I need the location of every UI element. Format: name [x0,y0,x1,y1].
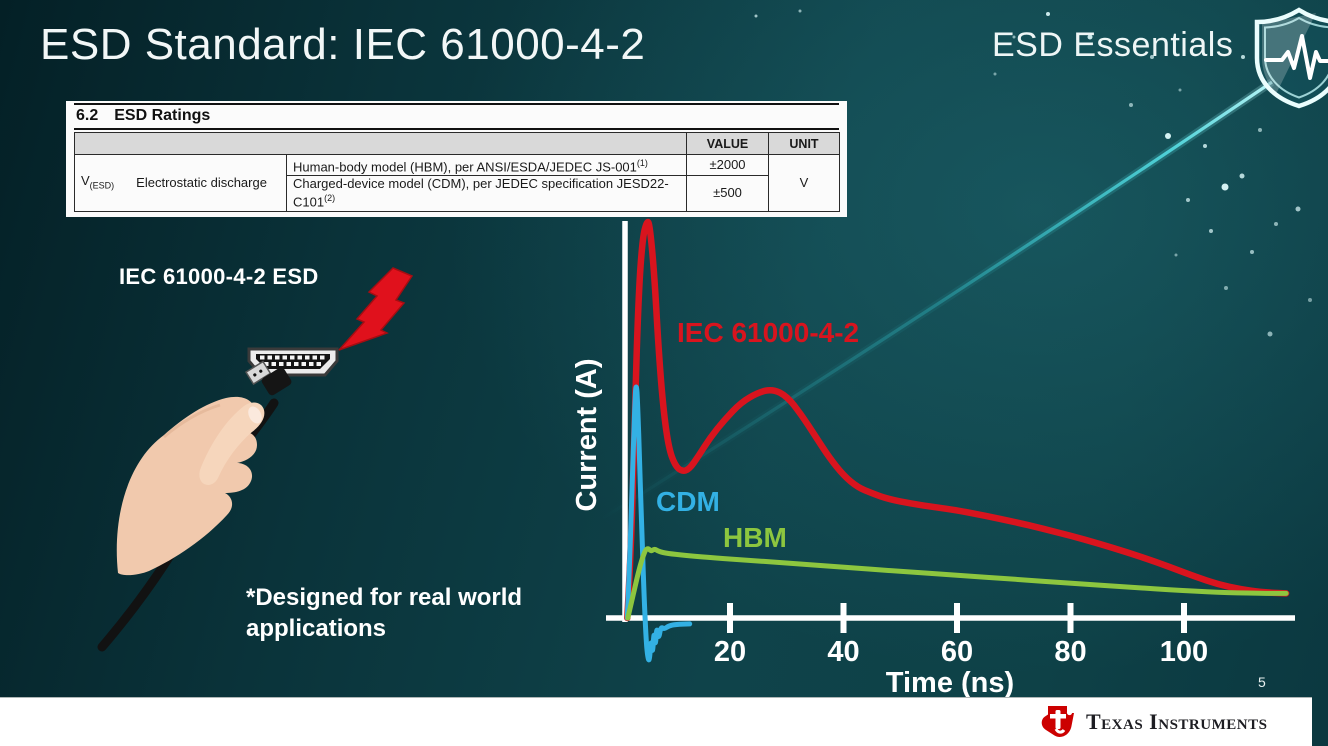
curve-hbm [625,546,1289,621]
header-empty-cell [74,132,687,155]
table-row: Charged-device model (CDM), per JEDEC sp… [75,175,840,212]
plug-body [261,367,292,396]
ti-logo-icon [1041,706,1074,737]
program-name: ESD Essentials [992,26,1234,64]
brand-wordmark: Texas Instruments [1086,709,1268,734]
thumb [199,402,265,485]
page-title: ESD Standard: IEC 61000-4-2 [40,20,646,69]
star-dots [754,9,1312,337]
unit-cell: V [768,154,840,212]
page-number: 5 [1258,674,1266,690]
model-desc-cdm: Charged-device model (CDM), per JEDEC sp… [286,175,687,212]
hdmi-connector-icon [247,347,339,377]
shield-pulse-icon [1254,7,1328,109]
esd-strike-illustration [97,267,414,652]
x-tick-label: 80 [1054,636,1086,668]
symbol-cell: V(ESD) Electrostatic discharge [74,154,287,212]
table-row: V(ESD) Electrostatic discharge Human-bod… [74,153,840,212]
shield-inner-outline [1264,16,1328,99]
parameter: Electrostatic discharge [136,174,267,190]
esd-ratings-table: 6.2 ESD Ratings VALUE UNIT V(ESD) Electro… [66,101,847,217]
model-desc-hbm: Human-body model (HBM), per ANSI/ESDA/JE… [286,153,687,177]
footnote: *Designed for real world applications [246,584,523,642]
value-hbm: ±2000 [686,153,769,177]
plug [245,360,292,396]
pulse-line [1264,34,1328,80]
illustration-label: IEC 61000-4-2 ESD [119,264,319,289]
section-number: 6.2 [76,107,99,124]
x-ticks: 20 40 60 80 100 [714,603,1208,668]
x-tick-label: 100 [1160,636,1208,668]
lightning-bolt-icon [338,267,414,351]
series-label-iec-61000-4-2: IEC 61000-4-2 [677,317,859,348]
thumbnail [248,406,262,424]
curve-iec-61000-4-2 [624,218,1290,622]
curve-cdm [624,384,693,663]
x-tick-label: 20 [714,636,746,668]
footer-bar: Texas Instruments [0,697,1312,746]
series-label-hbm: HBM [723,522,787,553]
table-heading: 6.2 ESD Ratings [74,103,839,130]
chart-series [624,218,1290,663]
x-tick-label: 60 [941,636,973,668]
hdmi-pins [260,355,325,366]
plug-metal-tip [245,360,272,386]
symbol: V(ESD) [81,172,115,191]
header-value: VALUE [686,132,769,155]
series-label-cdm: CDM [656,486,720,517]
ratings-grid: VALUE UNIT V(ESD) Electrostatic discharg… [74,132,840,212]
x-axis-label: Time (ns) [886,667,1014,699]
section-title: ESD Ratings [114,107,211,124]
x-tick-label: 40 [827,636,859,668]
y-axis-label: Current (A) [571,358,603,511]
table-header-row: VALUE UNIT [74,132,840,155]
hand-shading [163,403,221,439]
header-unit: UNIT [768,132,840,155]
value-cdm: ±500 [686,175,769,212]
